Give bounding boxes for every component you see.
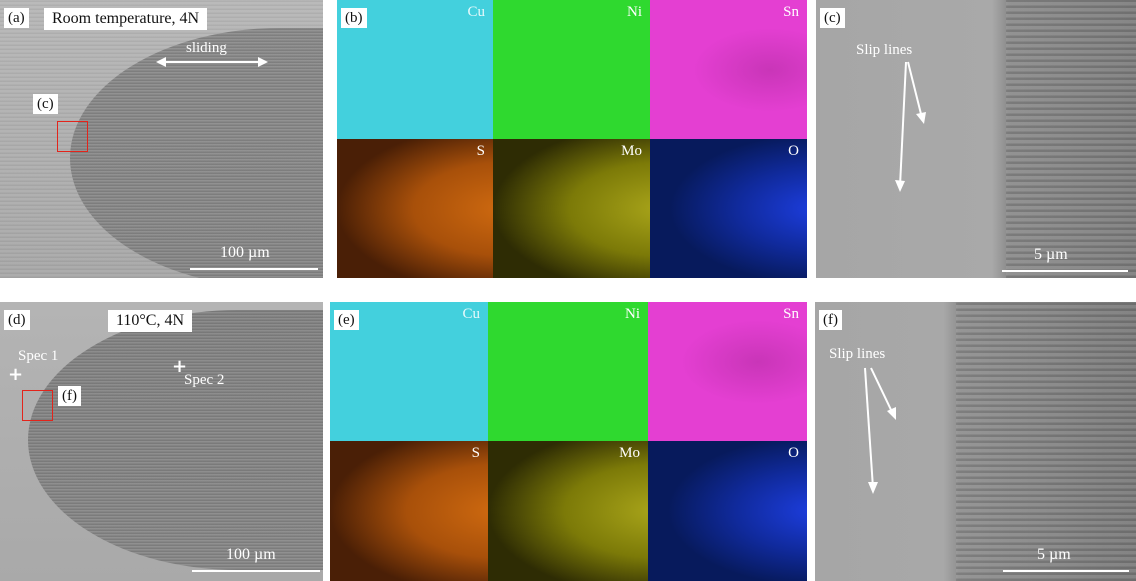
scale-label-c: 5 µm [1034,246,1068,263]
sem-image-a: (a) Room temperature, 4N sliding (c) 100… [0,0,323,278]
scale-bar-f [1003,570,1129,572]
eds-tile-ni-b: Ni [493,0,650,139]
sem-image-d: (d) 110°C, 4N Spec 1 + Spec 2 + (f) 100 … [0,302,323,581]
eds-tile-sn-b: Sn [650,0,807,139]
eds-tile-o-e: O [648,441,807,581]
panel-tag-b: (b) [341,8,367,28]
scale-bar-a [190,268,318,270]
element-label: O [788,143,799,159]
sem-image-f: (f) Slip lines 5 µm [815,302,1136,581]
slip-lines-label-c: Slip lines [856,42,913,58]
spec2-marker-icon: + [172,356,188,377]
sliding-label: sliding [186,40,227,56]
sem-image-c: (c) Slip lines 5 µm [816,0,1136,278]
element-label: S [471,445,480,461]
panel-tag-f: (f) [819,310,842,330]
element-label: Mo [621,143,642,159]
eds-tile-s-e: S [330,441,488,581]
eds-tile-o-b: O [650,139,807,278]
element-label: Cu [462,306,480,322]
rough-region-f [956,302,1136,581]
element-label: Ni [625,306,640,322]
slip-line-arrow-icon [895,61,926,192]
element-label: O [788,445,799,461]
eds-maps-e: Cu Ni Sn S Mo O (e) [330,302,807,581]
panel-tag-e: (e) [334,310,359,330]
eds-tile-s-b: S [337,139,493,278]
spec2-label: Spec 2 [184,372,225,388]
condition-label-a: Room temperature, 4N [44,8,208,30]
condition-label-d: 110°C, 4N [108,310,193,332]
rough-region-c [1006,0,1136,278]
roi-box-c [57,121,88,152]
element-label: Mo [619,445,640,461]
wear-track-d [28,310,323,570]
element-label: Ni [627,4,642,20]
roi-tag-f: (f) [58,386,81,406]
element-label: S [476,143,485,159]
eds-tile-ni-e: Ni [488,302,648,441]
eds-tile-mo-b: Mo [493,139,650,278]
scale-bar-c [1002,270,1128,272]
spec1-marker-icon: + [8,364,24,385]
roi-tag-c: (c) [33,94,58,114]
scale-bar-d [192,570,320,572]
roi-box-f [22,390,53,421]
slip-line-arrow-icon [864,367,896,494]
spec1-label: Spec 1 [18,348,59,364]
scale-label-d: 100 µm [226,546,276,563]
element-label: Sn [783,306,799,322]
panel-tag-d: (d) [4,310,30,330]
eds-maps-b: Cu Ni Sn S Mo O (b) [337,0,807,278]
eds-tile-sn-e: Sn [648,302,807,441]
element-label: Cu [467,4,485,20]
slip-lines-label-f: Slip lines [829,346,886,362]
eds-tile-mo-e: Mo [488,441,648,581]
panel-tag-a: (a) [4,8,29,28]
sliding-arrow-icon [156,57,268,67]
panel-tag-c: (c) [820,8,845,28]
scale-label-f: 5 µm [1037,546,1071,563]
element-label: Sn [783,4,799,20]
scale-label-a: 100 µm [220,244,270,261]
